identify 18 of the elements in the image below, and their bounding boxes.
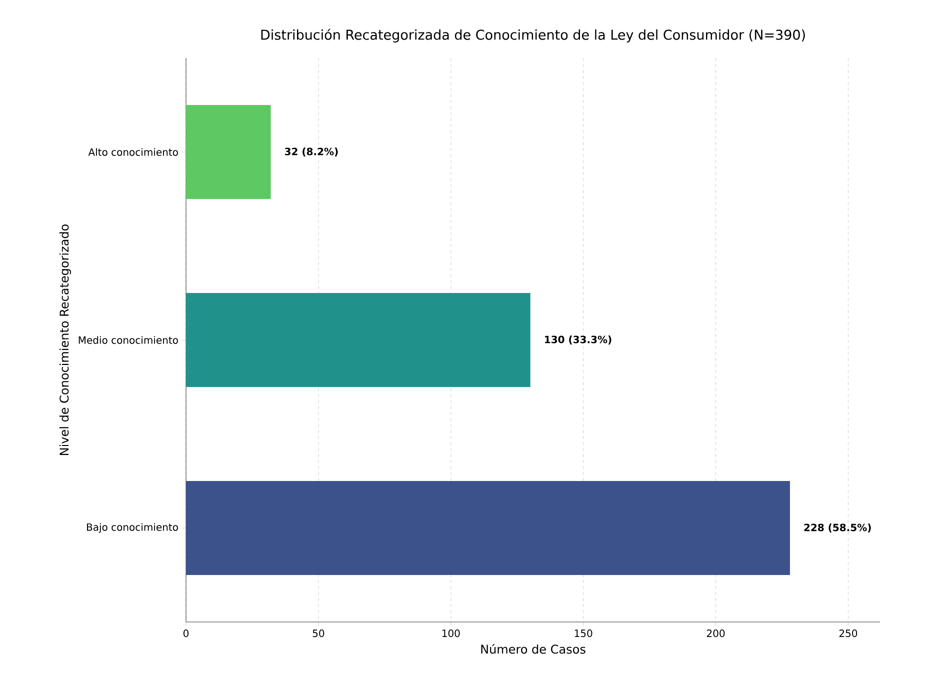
chart-title: Distribución Recategorizada de Conocimiento de la Ley del Consumidor (N=390) [261, 28, 805, 42]
x-tick-label: 250 [839, 630, 858, 638]
data-label: 32 (8.2%) [284, 148, 338, 156]
data-label: 130 (33.3%) [545, 336, 612, 344]
bar [186, 105, 271, 199]
x-axis-title: Número de Casos [481, 644, 586, 654]
y-axis-title: Nivel de Conocimiento Recategorizado [59, 224, 72, 455]
x-tick-label: 200 [706, 630, 725, 638]
y-tick-label: Alto conocimiento [88, 148, 178, 156]
bar [186, 480, 790, 575]
x-tick-label: 50 [312, 630, 324, 638]
x-tick-label: 150 [574, 630, 592, 638]
x-tick-label: 100 [442, 630, 460, 638]
y-tick-label: Bajo conocimiento [87, 523, 178, 533]
x-tick-label: 0 [183, 630, 189, 638]
data-label: 228 (58.5%) [804, 524, 871, 532]
y-tick-label: Medio conocimiento [78, 336, 178, 344]
bar [186, 292, 530, 387]
